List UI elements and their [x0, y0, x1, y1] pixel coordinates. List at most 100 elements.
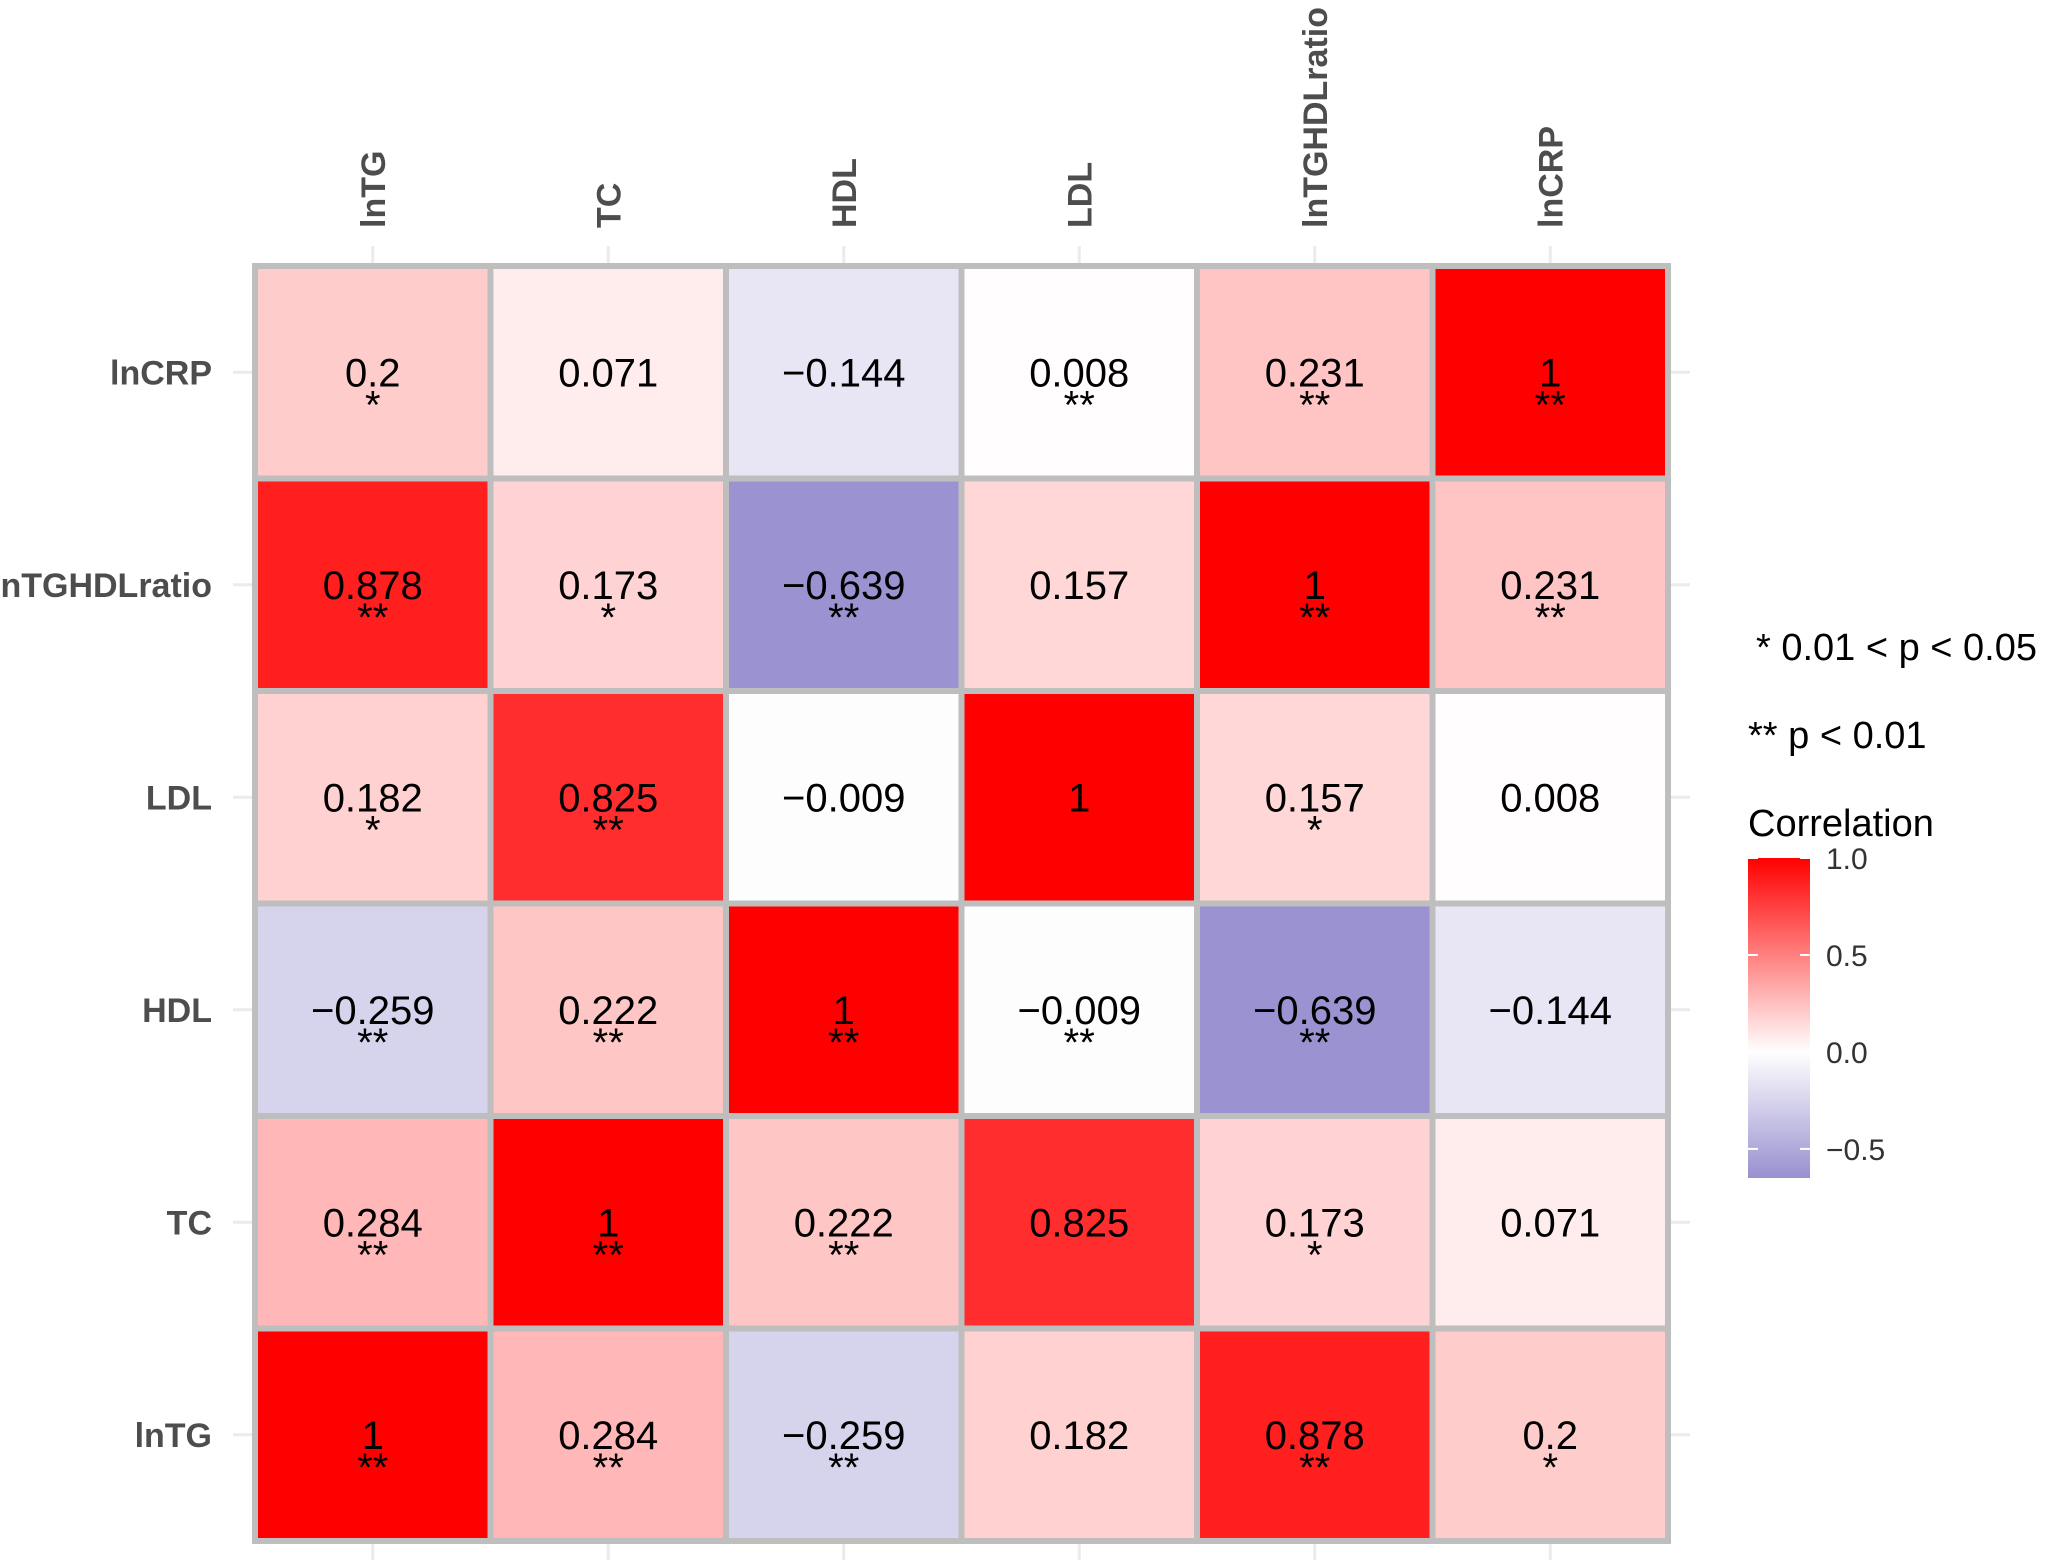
- cell-significance-label: **: [357, 1021, 388, 1065]
- cell-value-label: 1: [1304, 564, 1326, 608]
- cell-significance-label: **: [593, 1021, 624, 1065]
- cell-significance-label: **: [828, 1021, 859, 1065]
- cell-value-label: 0.284: [558, 1414, 658, 1458]
- heatmap-cell-lnTGHDLratio-LDL: [958, 475, 1200, 694]
- cell-value-label: 0.222: [558, 989, 658, 1033]
- heatmap-cell-lnCRP-lnTGHDLratio: [1194, 263, 1436, 482]
- heatmap-cell-lnTGHDLratio-HDL: [723, 475, 965, 694]
- legend-colorbar: [1748, 858, 1810, 1178]
- heatmap-cell-TC-LDL: [958, 1113, 1200, 1332]
- heatmap-cell-lnCRP-LDL: [958, 263, 1200, 482]
- cell-value-label: −0.009: [1018, 989, 1141, 1033]
- cell-value-label: 0.825: [558, 776, 658, 820]
- heatmap-cell-TC-lnCRP: [1429, 1113, 1671, 1332]
- cell-value-label: 0.231: [1265, 351, 1365, 395]
- cell-value-label: −0.259: [311, 989, 434, 1033]
- cell-significance-label: **: [828, 596, 859, 640]
- cell-value-label: −0.639: [782, 564, 905, 608]
- significance-note-single-star: * 0.01 < p < 0.05: [1756, 627, 2037, 669]
- heatmap-cell-lnTG-lnTG: [252, 1325, 494, 1544]
- cell-significance-label: **: [1299, 1021, 1330, 1065]
- cell-value-label: 0.173: [1265, 1201, 1365, 1245]
- cell-value-label: 0.878: [323, 564, 423, 608]
- cell-significance-label: **: [1064, 1021, 1095, 1065]
- heatmap-cell-lnTGHDLratio-TC: [487, 475, 729, 694]
- cell-value-label: 0.284: [323, 1201, 423, 1245]
- cell-value-label: −0.144: [1489, 989, 1612, 1033]
- legend-tick-label: −0.5: [1826, 1134, 1885, 1167]
- legend-tick-label: 1.0: [1826, 843, 1868, 876]
- cell-value-label: 0.825: [1029, 1201, 1129, 1245]
- cell-value-label: −0.639: [1253, 989, 1376, 1033]
- y-axis-label-LDL: LDL: [146, 779, 212, 817]
- y-axis-label-lnTG: lnTG: [135, 1417, 212, 1455]
- cell-value-label: 0.173: [558, 564, 658, 608]
- cell-value-label: 0.157: [1029, 564, 1129, 608]
- heatmap-cell-lnTGHDLratio-lnCRP: [1429, 475, 1671, 694]
- heatmap-cell-lnCRP-lnTG: [252, 263, 494, 482]
- cell-significance-label: *: [365, 808, 381, 852]
- cell-value-label: 0.157: [1265, 776, 1365, 820]
- x-axis-label-lnTG: lnTG: [355, 151, 393, 228]
- y-axis-label-HDL: HDL: [142, 992, 212, 1030]
- cell-significance-label: **: [593, 808, 624, 852]
- x-axis-label-lnTGHDLratio: lnTGHDLratio: [1297, 7, 1335, 228]
- x-axis-label-HDL: HDL: [826, 158, 864, 228]
- cell-value-label: 1: [1068, 776, 1090, 820]
- cell-significance-label: **: [1064, 383, 1095, 427]
- cell-significance-label: **: [357, 1233, 388, 1277]
- y-axis-label-lnTGHDLratio: lnTGHDLratio: [0, 567, 212, 605]
- cell-significance-label: **: [1535, 596, 1566, 640]
- cell-value-label: −0.009: [782, 776, 905, 820]
- x-axis-label-lnCRP: lnCRP: [1532, 126, 1570, 228]
- heatmap-cell-lnTG-lnCRP: [1429, 1325, 1671, 1544]
- heatmap-cell-HDL-LDL: [958, 900, 1200, 1119]
- cell-value-label: 1: [362, 1414, 384, 1458]
- cell-value-label: −0.144: [782, 351, 905, 395]
- cell-value-label: 0.222: [794, 1201, 894, 1245]
- cell-value-label: 0.2: [345, 351, 401, 395]
- cell-significance-label: **: [593, 1446, 624, 1490]
- y-axis-label-TC: TC: [167, 1204, 212, 1242]
- cell-value-label: 0.071: [558, 351, 658, 395]
- legend-tick-label: 0.5: [1826, 940, 1868, 973]
- heatmap-cell-HDL-lnTGHDLratio: [1194, 900, 1436, 1119]
- heatmap-cell-lnTG-TC: [487, 1325, 729, 1544]
- cell-significance-label: **: [828, 1233, 859, 1277]
- cell-value-label: −0.259: [782, 1414, 905, 1458]
- heatmap-cell-HDL-lnCRP: [1429, 900, 1671, 1119]
- cell-value-label: 0.008: [1029, 351, 1129, 395]
- heatmap-cell-HDL-lnTG: [252, 900, 494, 1119]
- heatmap-cell-TC-HDL: [723, 1113, 965, 1332]
- cell-value-label: 0.2: [1522, 1414, 1578, 1458]
- cell-significance-label: *: [600, 596, 616, 640]
- cell-significance-label: **: [1299, 596, 1330, 640]
- legend-title: Correlation: [1748, 803, 1934, 845]
- heatmap-cell-HDL-HDL: [723, 900, 965, 1119]
- y-axis-label-lnCRP: lnCRP: [110, 354, 212, 392]
- heatmap-cell-LDL-lnTGHDLratio: [1194, 688, 1436, 907]
- heatmap-cell-lnTGHDLratio-lnTGHDLratio: [1194, 475, 1436, 694]
- cell-significance-label: **: [1299, 383, 1330, 427]
- heatmap-cell-lnCRP-HDL: [723, 263, 965, 482]
- cell-value-label: 0.878: [1265, 1414, 1365, 1458]
- cell-significance-label: **: [357, 1446, 388, 1490]
- cell-value-label: 1: [1539, 351, 1561, 395]
- cell-significance-label: *: [1307, 808, 1323, 852]
- cell-significance-label: **: [593, 1233, 624, 1277]
- cell-value-label: 1: [597, 1201, 619, 1245]
- significance-note-double-star: ** p < 0.01: [1748, 715, 1927, 757]
- cell-significance-label: *: [1307, 1233, 1323, 1277]
- cell-value-label: 0.182: [1029, 1414, 1129, 1458]
- x-axis-label-TC: TC: [590, 183, 628, 228]
- heatmap-cell-lnCRP-lnCRP: [1429, 263, 1671, 482]
- x-axis-label-LDL: LDL: [1061, 162, 1099, 228]
- cell-significance-label: *: [365, 383, 381, 427]
- heatmap-cell-TC-lnTG: [252, 1113, 494, 1332]
- cell-significance-label: *: [1542, 1446, 1558, 1490]
- cell-value-label: 0.182: [323, 776, 423, 820]
- cell-value-label: 1: [833, 989, 855, 1033]
- cell-significance-label: **: [1299, 1446, 1330, 1490]
- heatmap-cell-lnTG-lnTGHDLratio: [1194, 1325, 1436, 1544]
- cell-significance-label: **: [357, 596, 388, 640]
